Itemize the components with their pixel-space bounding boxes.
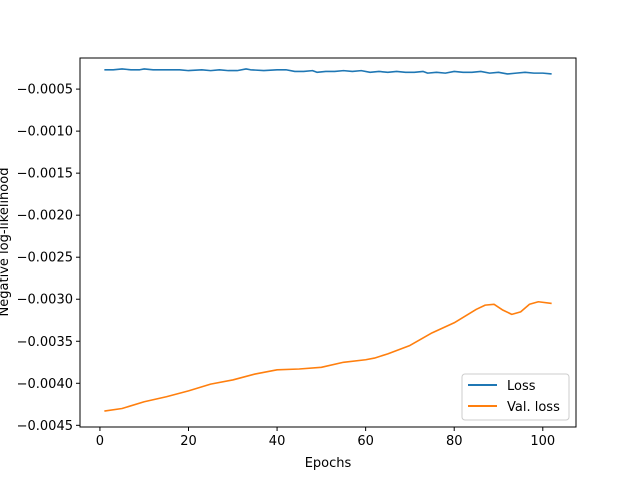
y-tick-label: −0.0020 <box>17 209 73 224</box>
y-axis-label: Negative log-likelihood <box>0 168 12 317</box>
x-tick-label: 80 <box>446 434 463 449</box>
legend-label-loss: Loss <box>507 379 536 394</box>
x-tick-label: 60 <box>357 434 374 449</box>
x-tick-label: 100 <box>530 434 555 449</box>
y-tick-label: −0.0040 <box>17 377 73 392</box>
axes-frame <box>79 57 577 428</box>
legend-label-val-loss: Val. loss <box>507 400 560 415</box>
x-axis-ticks: 0 20 40 60 80 100 <box>96 427 555 449</box>
y-tick-label: −0.0035 <box>17 335 73 350</box>
y-tick-label: −0.0025 <box>17 251 73 266</box>
series-line-val-loss <box>104 300 552 412</box>
y-tick-label: −0.0010 <box>17 125 73 140</box>
series-layer <box>104 68 552 412</box>
y-tick-label: −0.0005 <box>17 83 73 98</box>
y-tick-label: −0.0030 <box>17 293 73 308</box>
x-tick-label: 0 <box>96 434 104 449</box>
y-tick-label: −0.0015 <box>17 167 73 182</box>
y-tick-label: −0.0045 <box>17 419 73 434</box>
x-tick-label: 20 <box>180 434 197 449</box>
y-axis-ticks: −0.0045 −0.0040 −0.0035 −0.0030 −0.0025 −0.00… <box>17 83 80 434</box>
x-tick-label: 40 <box>269 434 286 449</box>
series-line-loss <box>104 68 552 75</box>
legend: Loss Val. loss <box>461 373 570 421</box>
x-axis-label: Epochs <box>305 456 352 471</box>
